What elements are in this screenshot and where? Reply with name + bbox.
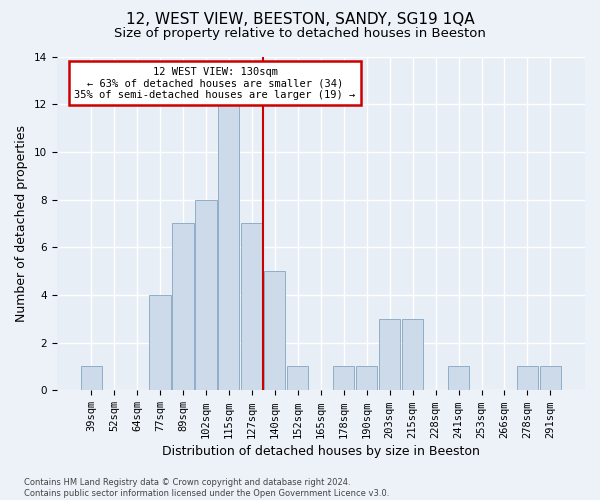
Bar — [241, 224, 262, 390]
Text: 12 WEST VIEW: 130sqm
← 63% of detached houses are smaller (34)
35% of semi-detac: 12 WEST VIEW: 130sqm ← 63% of detached h… — [74, 66, 356, 100]
Bar — [540, 366, 561, 390]
Bar — [149, 295, 170, 390]
Bar — [356, 366, 377, 390]
Bar — [196, 200, 217, 390]
Bar — [517, 366, 538, 390]
Bar — [172, 224, 194, 390]
Bar — [333, 366, 354, 390]
Y-axis label: Number of detached properties: Number of detached properties — [15, 125, 28, 322]
Bar — [448, 366, 469, 390]
Bar — [287, 366, 308, 390]
X-axis label: Distribution of detached houses by size in Beeston: Distribution of detached houses by size … — [162, 444, 480, 458]
Text: Size of property relative to detached houses in Beeston: Size of property relative to detached ho… — [114, 28, 486, 40]
Bar — [80, 366, 101, 390]
Bar — [264, 271, 286, 390]
Text: Contains HM Land Registry data © Crown copyright and database right 2024.
Contai: Contains HM Land Registry data © Crown c… — [24, 478, 389, 498]
Text: 12, WEST VIEW, BEESTON, SANDY, SG19 1QA: 12, WEST VIEW, BEESTON, SANDY, SG19 1QA — [125, 12, 475, 28]
Bar — [218, 104, 239, 391]
Bar — [402, 319, 423, 390]
Bar — [379, 319, 400, 390]
